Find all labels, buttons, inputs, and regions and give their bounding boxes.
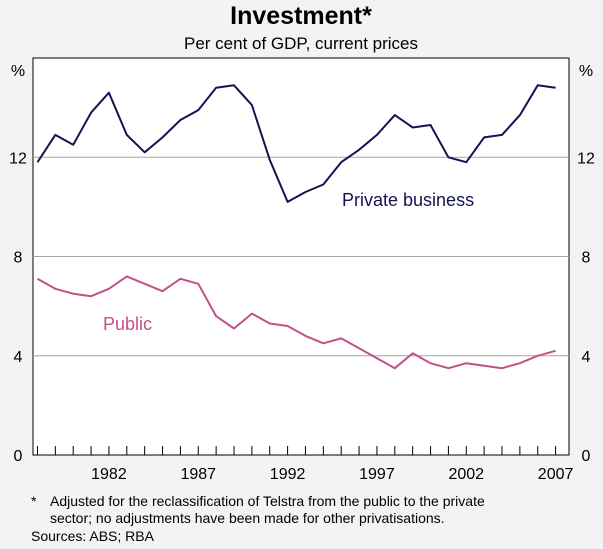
y-ticks: 0 0 4 4 8 8 12 12 — [9, 150, 595, 465]
x-tick-label-1997: 1997 — [359, 466, 395, 483]
y-tick-label-left-4: 4 — [14, 349, 23, 366]
y-axis-unit-left: % — [11, 63, 25, 80]
x-tick-label-1987: 1987 — [180, 466, 216, 483]
footnote-marker: * — [31, 493, 37, 509]
y-tick-label-right-4: 4 — [582, 349, 591, 366]
series-label-public: Public — [103, 314, 152, 334]
chart-subtitle: Per cent of GDP, current prices — [184, 34, 418, 53]
footnote-continued: sector; no adjustments have been made fo… — [50, 510, 445, 526]
y-tick-label-left-12: 12 — [9, 150, 27, 167]
y-tick-label-right-8: 8 — [582, 250, 591, 267]
y-tick-label-right-0: 0 — [582, 448, 591, 465]
x-ticks: 1982 1987 1992 1997 2002 2007 — [36, 446, 574, 483]
gridlines — [33, 156, 569, 357]
footnote: * Adjusted for the reclassification of T… — [31, 493, 485, 510]
y-tick-label-left-8: 8 — [14, 250, 23, 267]
series-label-private-business: Private business — [342, 190, 474, 210]
series-line-private-business — [36, 84, 556, 203]
y-axis-unit-right: % — [579, 63, 593, 80]
x-tick-label-1982: 1982 — [91, 466, 127, 483]
x-tick-label-2002: 2002 — [448, 466, 484, 483]
sources: Sources: ABS; RBA — [31, 528, 154, 544]
y-tick-label-right-12: 12 — [577, 150, 595, 167]
series-line-public — [37, 275, 556, 370]
x-tick-label-2007: 2007 — [538, 466, 574, 483]
footnote-text: Adjusted for the reclassification of Tel… — [50, 493, 485, 509]
x-tick-label-1992: 1992 — [270, 466, 306, 483]
chart-title: Investment* — [230, 2, 372, 30]
y-tick-label-left-0: 0 — [14, 448, 23, 465]
